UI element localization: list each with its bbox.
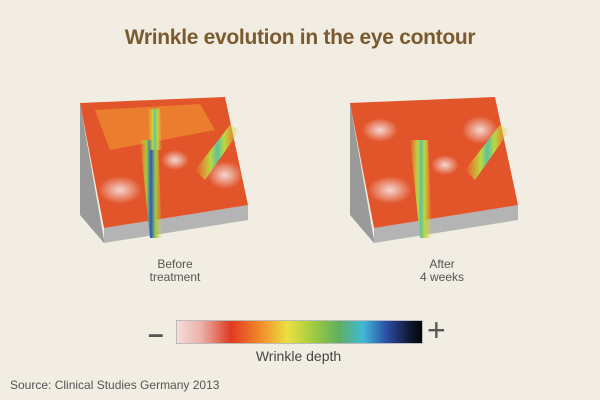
wrinkle-groove bbox=[140, 140, 162, 238]
page-title: Wrinkle evolution in the eye contour bbox=[124, 26, 476, 49]
legend-label: Wrinkle depth bbox=[255, 348, 342, 364]
after-4-weeks-map bbox=[350, 97, 518, 243]
color-scale-bar bbox=[176, 320, 423, 344]
block-left-face bbox=[80, 103, 104, 243]
block-left-face bbox=[350, 103, 374, 243]
caption-line: After bbox=[429, 257, 455, 271]
wrinkle-groove bbox=[410, 140, 432, 238]
before-treatment-map bbox=[80, 97, 248, 243]
caption-line: Before bbox=[157, 257, 193, 271]
caption-line: treatment bbox=[149, 270, 201, 284]
block-front-face bbox=[374, 205, 518, 243]
caption-before: Before treatment bbox=[105, 258, 245, 284]
minus-icon: – bbox=[148, 318, 164, 349]
caption-after: After 4 weeks bbox=[372, 258, 512, 284]
block-front-face bbox=[104, 205, 248, 243]
plus-icon: + bbox=[427, 312, 446, 348]
caption-line: 4 weeks bbox=[419, 270, 465, 284]
source-note: Source: Clinical Studies Germany 2013 bbox=[10, 378, 220, 392]
